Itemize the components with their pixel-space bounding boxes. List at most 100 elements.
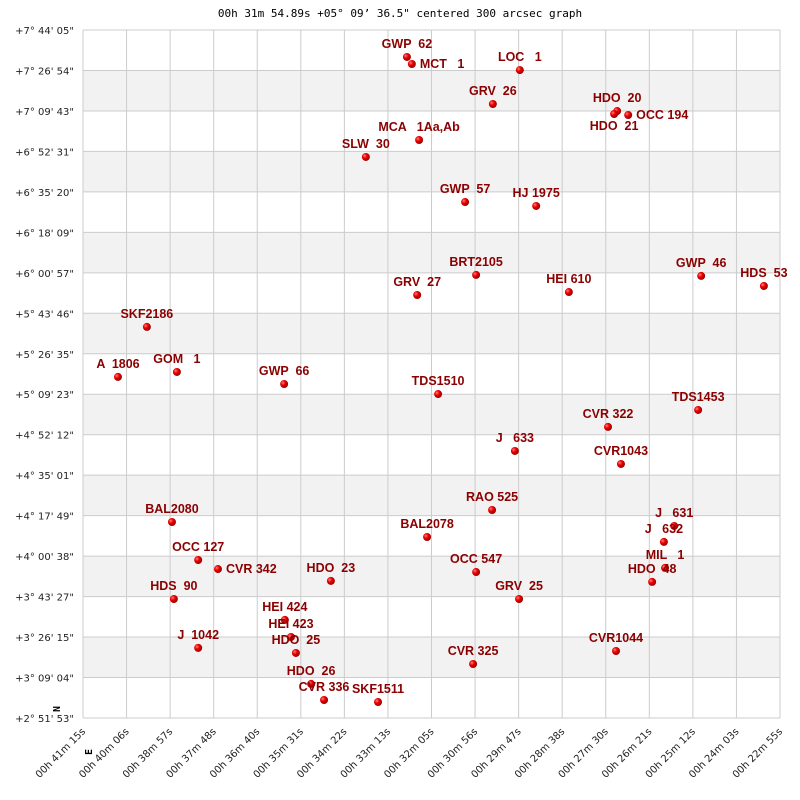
point-label: TDS1510: [412, 374, 465, 388]
point-label: GWP 57: [440, 182, 491, 196]
y-tick-label: +5° 26' 35": [15, 350, 74, 361]
compass-north-label: N: [52, 706, 63, 712]
point-label: CVR 325: [448, 644, 499, 658]
star-point: GWP 57: [440, 182, 491, 207]
point-marker: [759, 281, 768, 290]
y-tick-label: +6° 18' 09": [15, 228, 74, 239]
point-label: HEI 610: [546, 272, 591, 286]
point-marker: [472, 568, 481, 577]
point-label: BAL2078: [400, 517, 454, 531]
point-marker: [510, 446, 519, 455]
point-label: BAL2080: [145, 502, 199, 516]
point-label: HJ 1975: [513, 186, 560, 200]
point-marker: [610, 110, 619, 119]
y-tick-label: +3° 09' 04": [15, 674, 74, 685]
point-label: GRV 25: [495, 579, 543, 593]
y-tick-label: +3° 26' 15": [15, 633, 74, 644]
point-marker: [604, 422, 613, 431]
point-marker: [286, 633, 295, 642]
point-marker: [172, 367, 181, 376]
point-label: OCC 127: [172, 540, 224, 554]
point-marker: [670, 521, 679, 530]
point-marker: [142, 322, 151, 331]
point-marker: [280, 615, 289, 624]
star-point: LOC 1: [498, 50, 542, 75]
y-tick-label: +6° 35' 20": [15, 188, 74, 199]
point-marker: [564, 288, 573, 297]
point-marker: [469, 659, 478, 668]
point-label: HDO 48: [628, 562, 677, 576]
star-point: OCC 194: [624, 108, 688, 122]
point-marker: [661, 563, 670, 572]
point-marker: [194, 643, 203, 652]
star-point: HJ 1975: [513, 186, 560, 210]
point-label: HEI 424: [262, 600, 307, 614]
y-tick-label: +7° 26' 54": [15, 66, 74, 77]
point-marker: [415, 136, 424, 145]
point-marker: [213, 565, 222, 574]
point-marker: [361, 152, 370, 161]
chart-title: 00h 31m 54.89s +05° 09’ 36.5" centered 3…: [218, 7, 582, 20]
star-point: J 1042: [177, 628, 219, 652]
point-marker: [659, 537, 668, 546]
y-axis-ticks: +7° 44' 05" +7° 26' 54" +7° 09' 43" +6° 52'…: [15, 26, 74, 725]
star-point: SLW 30: [342, 137, 390, 161]
point-label: SKF1511: [352, 682, 404, 696]
grid-lines: [82, 29, 781, 719]
point-marker: [697, 271, 706, 280]
star-point: TDS1510: [412, 374, 465, 399]
point-label: HDO 26: [287, 664, 336, 678]
point-label: HDO 23: [307, 561, 356, 575]
point-label: OCC 194: [636, 108, 688, 122]
star-point: MCA 1Aa,Ab: [378, 120, 460, 145]
point-marker: [307, 679, 316, 688]
point-marker: [612, 646, 621, 655]
point-marker: [694, 405, 703, 414]
star-point: HDO 21: [590, 110, 639, 133]
y-tick-label: +7° 09' 43": [15, 107, 74, 118]
point-marker: [113, 372, 122, 381]
star-point: RAO 525: [466, 490, 518, 515]
point-marker: [423, 532, 432, 541]
y-tick-label: +4° 35' 01": [15, 471, 74, 482]
star-point: HDS 53: [740, 266, 788, 290]
point-marker: [291, 648, 300, 657]
star-point: HDO 23: [307, 561, 356, 585]
star-point: OCC 547: [450, 552, 502, 577]
y-tick-label: +5° 43' 46": [15, 309, 74, 320]
star-point: CVR 336: [299, 680, 349, 705]
point-label: J 633: [496, 431, 534, 445]
point-label: OCC 547: [450, 552, 502, 566]
star-point: SKF2186: [120, 307, 173, 331]
star-point: SKF1511: [352, 682, 404, 706]
point-label: CVR1044: [589, 631, 643, 645]
star-point: HEI 423: [268, 617, 314, 642]
y-tick-label: +4° 00' 38": [15, 552, 74, 563]
point-label: MCT 1: [420, 57, 464, 71]
star-point: CVR 322: [583, 407, 633, 431]
y-tick-label: +2° 51' 53": [15, 714, 74, 725]
point-label: BRT2105: [449, 255, 503, 269]
point-marker: [515, 66, 524, 75]
y-tick-label: +5° 09' 23": [15, 390, 74, 401]
star-point: J 632: [645, 522, 683, 546]
star-point: A 1806: [96, 357, 140, 381]
star-point: J 631: [655, 506, 693, 530]
star-point: HEI 610: [546, 272, 592, 297]
point-label: MCA 1Aa,Ab: [378, 120, 460, 134]
point-label: HDO 21: [590, 119, 639, 133]
point-label: J 1042: [177, 628, 219, 642]
point-marker: [169, 595, 178, 604]
point-marker: [167, 518, 176, 527]
point-marker: [320, 696, 329, 705]
point-marker: [532, 201, 541, 210]
point-marker: [472, 270, 481, 279]
y-tick-label: +4° 52' 12": [15, 431, 74, 442]
y-tick-label: +6° 52' 31": [15, 147, 74, 158]
point-marker: [402, 52, 411, 61]
y-tick-label: +3° 43' 27": [15, 593, 74, 604]
point-label: CVR1043: [594, 444, 648, 458]
point-label: GWP 62: [382, 37, 433, 51]
star-point: CVR 342: [213, 562, 277, 576]
